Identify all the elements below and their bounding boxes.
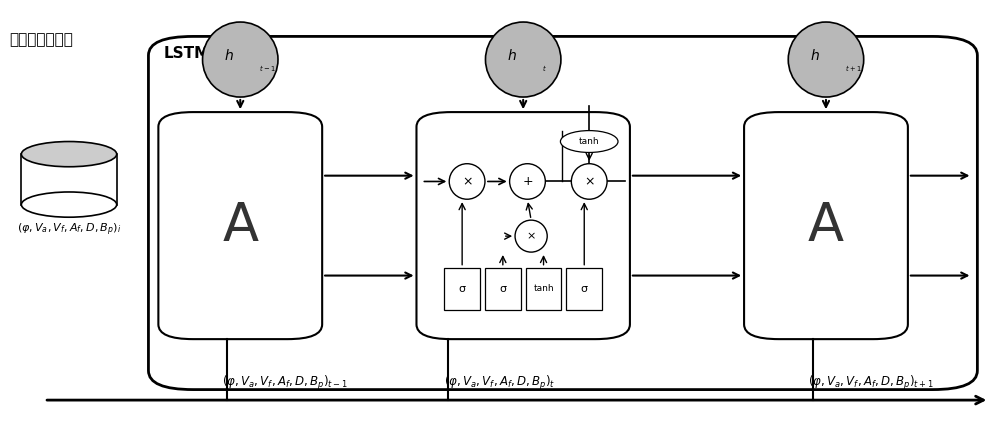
Text: ×: × bbox=[462, 175, 472, 188]
FancyBboxPatch shape bbox=[158, 112, 322, 339]
Text: $(\varphi, V_a, V_f, A_f, D, B_p)_{t+1}$: $(\varphi, V_a, V_f, A_f, D, B_p)_{t+1}$ bbox=[808, 374, 934, 391]
Ellipse shape bbox=[510, 164, 545, 199]
Text: ×: × bbox=[584, 175, 594, 188]
Text: ×: × bbox=[526, 231, 536, 241]
Text: $(\varphi, V_a, V_f, A_f, D, B_p)_{t-1}$: $(\varphi, V_a, V_f, A_f, D, B_p)_{t-1}$ bbox=[222, 374, 348, 391]
FancyBboxPatch shape bbox=[744, 112, 908, 339]
Text: tanh: tanh bbox=[533, 284, 554, 293]
Text: +: + bbox=[522, 175, 533, 188]
Text: $_t$: $_t$ bbox=[542, 64, 547, 74]
Text: σ: σ bbox=[459, 284, 466, 294]
Text: $_{t-1}$: $_{t-1}$ bbox=[259, 64, 276, 74]
Ellipse shape bbox=[21, 192, 117, 217]
Text: σ: σ bbox=[499, 284, 506, 294]
FancyBboxPatch shape bbox=[148, 36, 977, 390]
Text: tanh: tanh bbox=[579, 137, 600, 146]
Ellipse shape bbox=[203, 22, 278, 97]
Text: $(\varphi, V_a, V_f, A_f, D, B_p)_i$: $(\varphi, V_a, V_f, A_f, D, B_p)_i$ bbox=[17, 222, 121, 238]
Ellipse shape bbox=[485, 22, 561, 97]
Text: 驾驶员驾驶数据: 驾驶员驾驶数据 bbox=[9, 32, 73, 47]
FancyBboxPatch shape bbox=[444, 268, 480, 310]
Ellipse shape bbox=[515, 220, 547, 252]
Ellipse shape bbox=[788, 22, 864, 97]
Text: σ: σ bbox=[581, 284, 588, 294]
Text: $(\varphi, V_a, V_f, A_f, D, B_p)_t$: $(\varphi, V_a, V_f, A_f, D, B_p)_t$ bbox=[444, 374, 555, 391]
Text: LSTM神经网络: LSTM神经网络 bbox=[163, 45, 246, 60]
FancyBboxPatch shape bbox=[485, 268, 521, 310]
FancyBboxPatch shape bbox=[416, 112, 630, 339]
Ellipse shape bbox=[21, 141, 117, 167]
Ellipse shape bbox=[560, 131, 618, 153]
Text: $_{t+1}$: $_{t+1}$ bbox=[845, 64, 862, 74]
FancyBboxPatch shape bbox=[566, 268, 602, 310]
Ellipse shape bbox=[449, 164, 485, 199]
Ellipse shape bbox=[571, 164, 607, 199]
Text: $h$: $h$ bbox=[224, 48, 234, 63]
Text: $h$: $h$ bbox=[507, 48, 517, 63]
Text: A: A bbox=[222, 200, 258, 252]
FancyBboxPatch shape bbox=[21, 154, 117, 204]
Text: A: A bbox=[808, 200, 844, 252]
FancyBboxPatch shape bbox=[526, 268, 561, 310]
Text: $h$: $h$ bbox=[810, 48, 820, 63]
